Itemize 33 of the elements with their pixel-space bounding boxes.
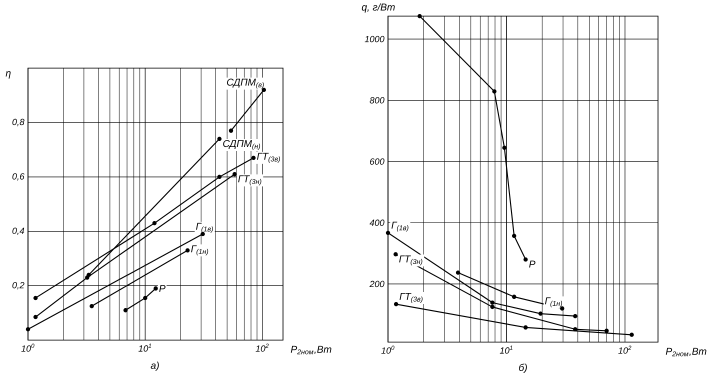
y-tick-label: 200: [369, 280, 384, 288]
series-label: СДПМ$_{(н)}$: [223, 140, 260, 150]
x-tick-label: 10$^{1}$: [500, 346, 512, 354]
y-tick-label: 800: [370, 97, 384, 104]
y-tick-label: 0,6: [12, 173, 24, 181]
y-tick-label: 0,8: [12, 118, 24, 126]
series-label: Р: [159, 284, 166, 292]
x-tick-label: 10$^{0}$: [381, 346, 394, 354]
series-label: Г$_{(1в)}$: [196, 222, 213, 233]
x-tick-label: 10$^{2}$: [618, 346, 632, 354]
y-tick-label: 0,2: [12, 282, 24, 290]
series-label: ГТ$_{(3в)}$: [257, 152, 280, 163]
series-label: Г$_{(1н)}$: [544, 297, 562, 308]
x-axis-title: P$_{2ном}$,Вт: [666, 348, 706, 356]
y-tick-label: 600: [370, 158, 384, 165]
series-label: ГТ$_{(3н)}$: [399, 255, 422, 266]
series-label: Г$_{(1н)}$: [191, 245, 208, 256]
y-tick-label: 1000: [364, 36, 384, 42]
series-label: Г$_{(1в)}$: [392, 222, 408, 232]
x-tick-label: 10$^{1}$: [138, 344, 152, 352]
x-tick-label: 10$^{0}$: [21, 344, 34, 352]
x-axis-title: P$_{2ном}$,Вт: [290, 346, 332, 354]
series-label: ГТ$_{(3н)}$: [238, 175, 262, 186]
y-tick-label: 400: [370, 220, 384, 226]
y-axis-title: q, г/Вт: [362, 3, 395, 13]
y-tick-label: 0,4: [12, 228, 24, 235]
x-tick-label: 10$^{2}$: [256, 344, 269, 352]
series-label: СДПМ$_{(в)}$: [227, 78, 264, 89]
series-label: ГТ$_{(3в)}$: [400, 292, 423, 303]
series-label: Р: [529, 260, 536, 268]
y-axis-title: η: [6, 71, 11, 79]
text: а): [150, 362, 159, 371]
text: б): [519, 364, 527, 373]
